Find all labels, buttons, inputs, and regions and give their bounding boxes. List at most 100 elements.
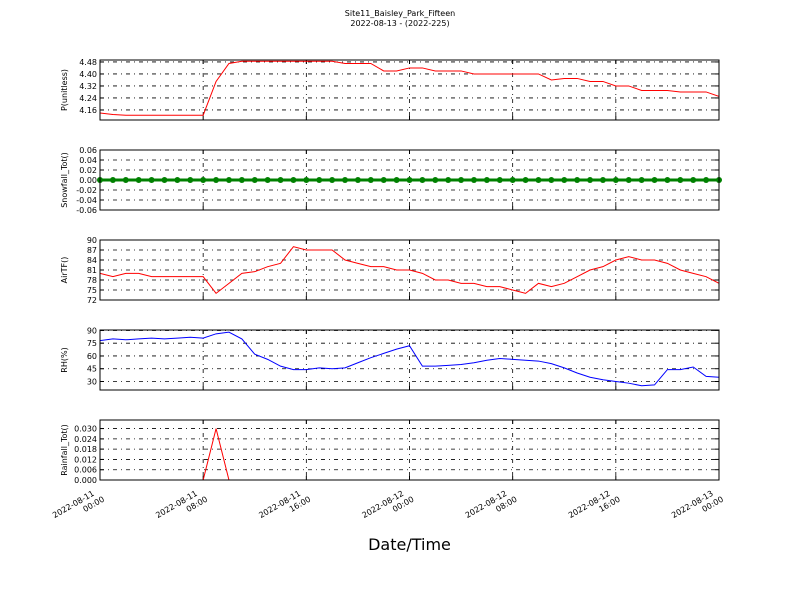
y-tick-label: 0.00 — [79, 176, 97, 185]
data-point — [561, 177, 568, 183]
y-tick-label: 0.012 — [74, 455, 97, 464]
data-point — [238, 177, 245, 183]
x-axis-label: Date/Time — [368, 535, 451, 554]
data-point — [458, 177, 465, 183]
y-tick-label: 84 — [87, 256, 97, 265]
y-axis-label: AirTF() — [60, 257, 69, 284]
figure-subtitle: 2022-08-13 - (2022-225) — [350, 19, 449, 28]
axes-frame — [99, 149, 720, 211]
data-point — [677, 177, 684, 183]
data-point — [587, 177, 594, 183]
y-tick-label: 0.06 — [79, 146, 97, 155]
y-tick-label: 75 — [87, 286, 97, 295]
data-point — [406, 177, 413, 183]
y-tick-label: 87 — [87, 246, 97, 255]
data-point — [303, 177, 310, 183]
data-point — [574, 177, 581, 183]
data-point — [690, 177, 697, 183]
data-point — [419, 177, 426, 183]
data-point — [625, 177, 632, 183]
y-tick-label: 45 — [87, 365, 97, 374]
data-point — [187, 177, 194, 183]
data-point — [664, 177, 671, 183]
data-point — [522, 177, 529, 183]
data-point — [509, 177, 516, 183]
data-point — [483, 177, 490, 183]
data-point — [200, 177, 207, 183]
y-tick-label: 4.32 — [79, 82, 97, 91]
data-point — [445, 177, 452, 183]
data-point — [432, 177, 439, 183]
y-tick-label: 0.02 — [79, 166, 97, 175]
data-point — [367, 177, 374, 183]
data-point — [122, 177, 129, 183]
data-point — [329, 177, 336, 183]
y-tick-label: 90 — [87, 236, 97, 245]
y-axis-label: Rainfall_Tot() — [60, 424, 69, 476]
y-tick-label: 0.006 — [74, 466, 97, 475]
data-point — [277, 177, 284, 183]
x-tick-label: 2022-08-1200:00 — [361, 486, 416, 529]
x-tick-label: 2022-08-1208:00 — [464, 486, 519, 529]
x-tick-label: 2022-08-1108:00 — [154, 486, 209, 529]
axes-frame — [99, 419, 720, 481]
data-point — [342, 177, 349, 183]
y-tick-label: 0.030 — [74, 425, 97, 434]
data-point — [638, 177, 645, 183]
y-tick-label: 0.04 — [79, 156, 97, 165]
y-tick-label: 4.24 — [79, 94, 97, 103]
y-axis-label: RH(%) — [60, 347, 69, 372]
data-point — [548, 177, 555, 183]
data-line — [100, 246, 719, 295]
x-tick-label: 2022-08-1116:00 — [257, 486, 312, 529]
data-point — [651, 177, 658, 183]
y-axis-label: Snowfall_Tot() — [60, 152, 69, 208]
data-point — [354, 177, 361, 183]
data-point — [161, 177, 168, 183]
x-tick-label: 2022-08-1216:00 — [567, 486, 622, 529]
data-point — [290, 177, 297, 183]
y-tick-label: 0.024 — [74, 435, 97, 444]
data-point — [470, 177, 477, 183]
y-tick-label: 0.018 — [74, 445, 97, 454]
y-tick-label: -0.06 — [76, 206, 97, 215]
y-tick-label: 60 — [87, 352, 97, 361]
data-point — [109, 177, 116, 183]
data-point — [174, 177, 181, 183]
y-tick-label: 4.16 — [79, 106, 97, 115]
data-point — [225, 177, 232, 183]
data-line — [100, 331, 719, 387]
data-point — [213, 177, 220, 183]
data-point — [316, 177, 323, 183]
subplot: 30 45 60 75 90 RH(%) — [60, 326, 720, 391]
y-tick-label: 4.48 — [79, 58, 97, 67]
y-tick-label: 4.40 — [79, 70, 97, 79]
y-tick-label: 81 — [87, 266, 97, 275]
data-point — [612, 177, 619, 183]
data-line — [100, 60, 719, 116]
x-tick-label: 2022-08-1100:00 — [51, 486, 106, 529]
axes-frame — [99, 239, 720, 301]
y-tick-label: -0.02 — [76, 186, 97, 195]
data-point — [599, 177, 606, 183]
data-point — [135, 177, 142, 183]
y-tick-label: 72 — [87, 296, 97, 305]
y-tick-label: -0.04 — [76, 196, 97, 205]
figure-title: Site11_Baisley_Park_Fifteen — [345, 9, 455, 18]
subplot: -0.06-0.04-0.020.000.020.040.06 Snowfall_… — [60, 146, 722, 215]
data-point — [251, 177, 258, 183]
data-point — [264, 177, 271, 183]
data-point — [535, 177, 542, 183]
axes-frame — [99, 59, 720, 121]
x-tick-label: 2022-08-1300:00 — [670, 486, 725, 529]
subplot: 4.16 4.24 4.32 4.40 4.48 P(unitless) — [60, 58, 720, 121]
y-tick-label: 75 — [87, 339, 97, 348]
y-axis-label: P(unitless) — [60, 69, 69, 111]
y-tick-label: 78 — [87, 276, 97, 285]
data-point — [703, 177, 710, 183]
y-tick-label: 30 — [87, 377, 97, 386]
y-tick-label: 90 — [87, 326, 97, 335]
